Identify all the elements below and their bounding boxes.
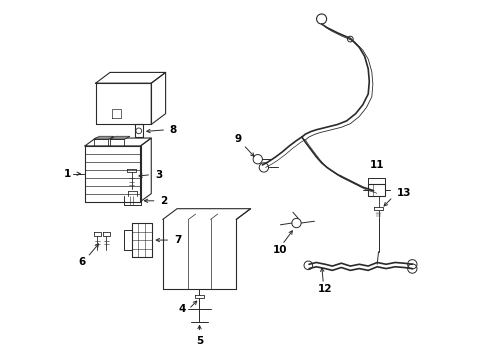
Text: 8: 8 <box>169 125 177 135</box>
Text: 9: 9 <box>234 135 241 144</box>
Text: 5: 5 <box>196 336 203 346</box>
Text: 10: 10 <box>273 245 287 255</box>
Text: 11: 11 <box>369 160 383 170</box>
Text: 7: 7 <box>174 235 181 245</box>
Text: 1: 1 <box>63 169 70 179</box>
Text: 12: 12 <box>317 284 332 294</box>
Text: 4: 4 <box>178 304 185 314</box>
Bar <box>367 184 385 196</box>
Text: 13: 13 <box>396 188 410 198</box>
Text: 2: 2 <box>160 196 167 206</box>
Text: 6: 6 <box>79 257 86 267</box>
Text: 3: 3 <box>155 170 162 180</box>
